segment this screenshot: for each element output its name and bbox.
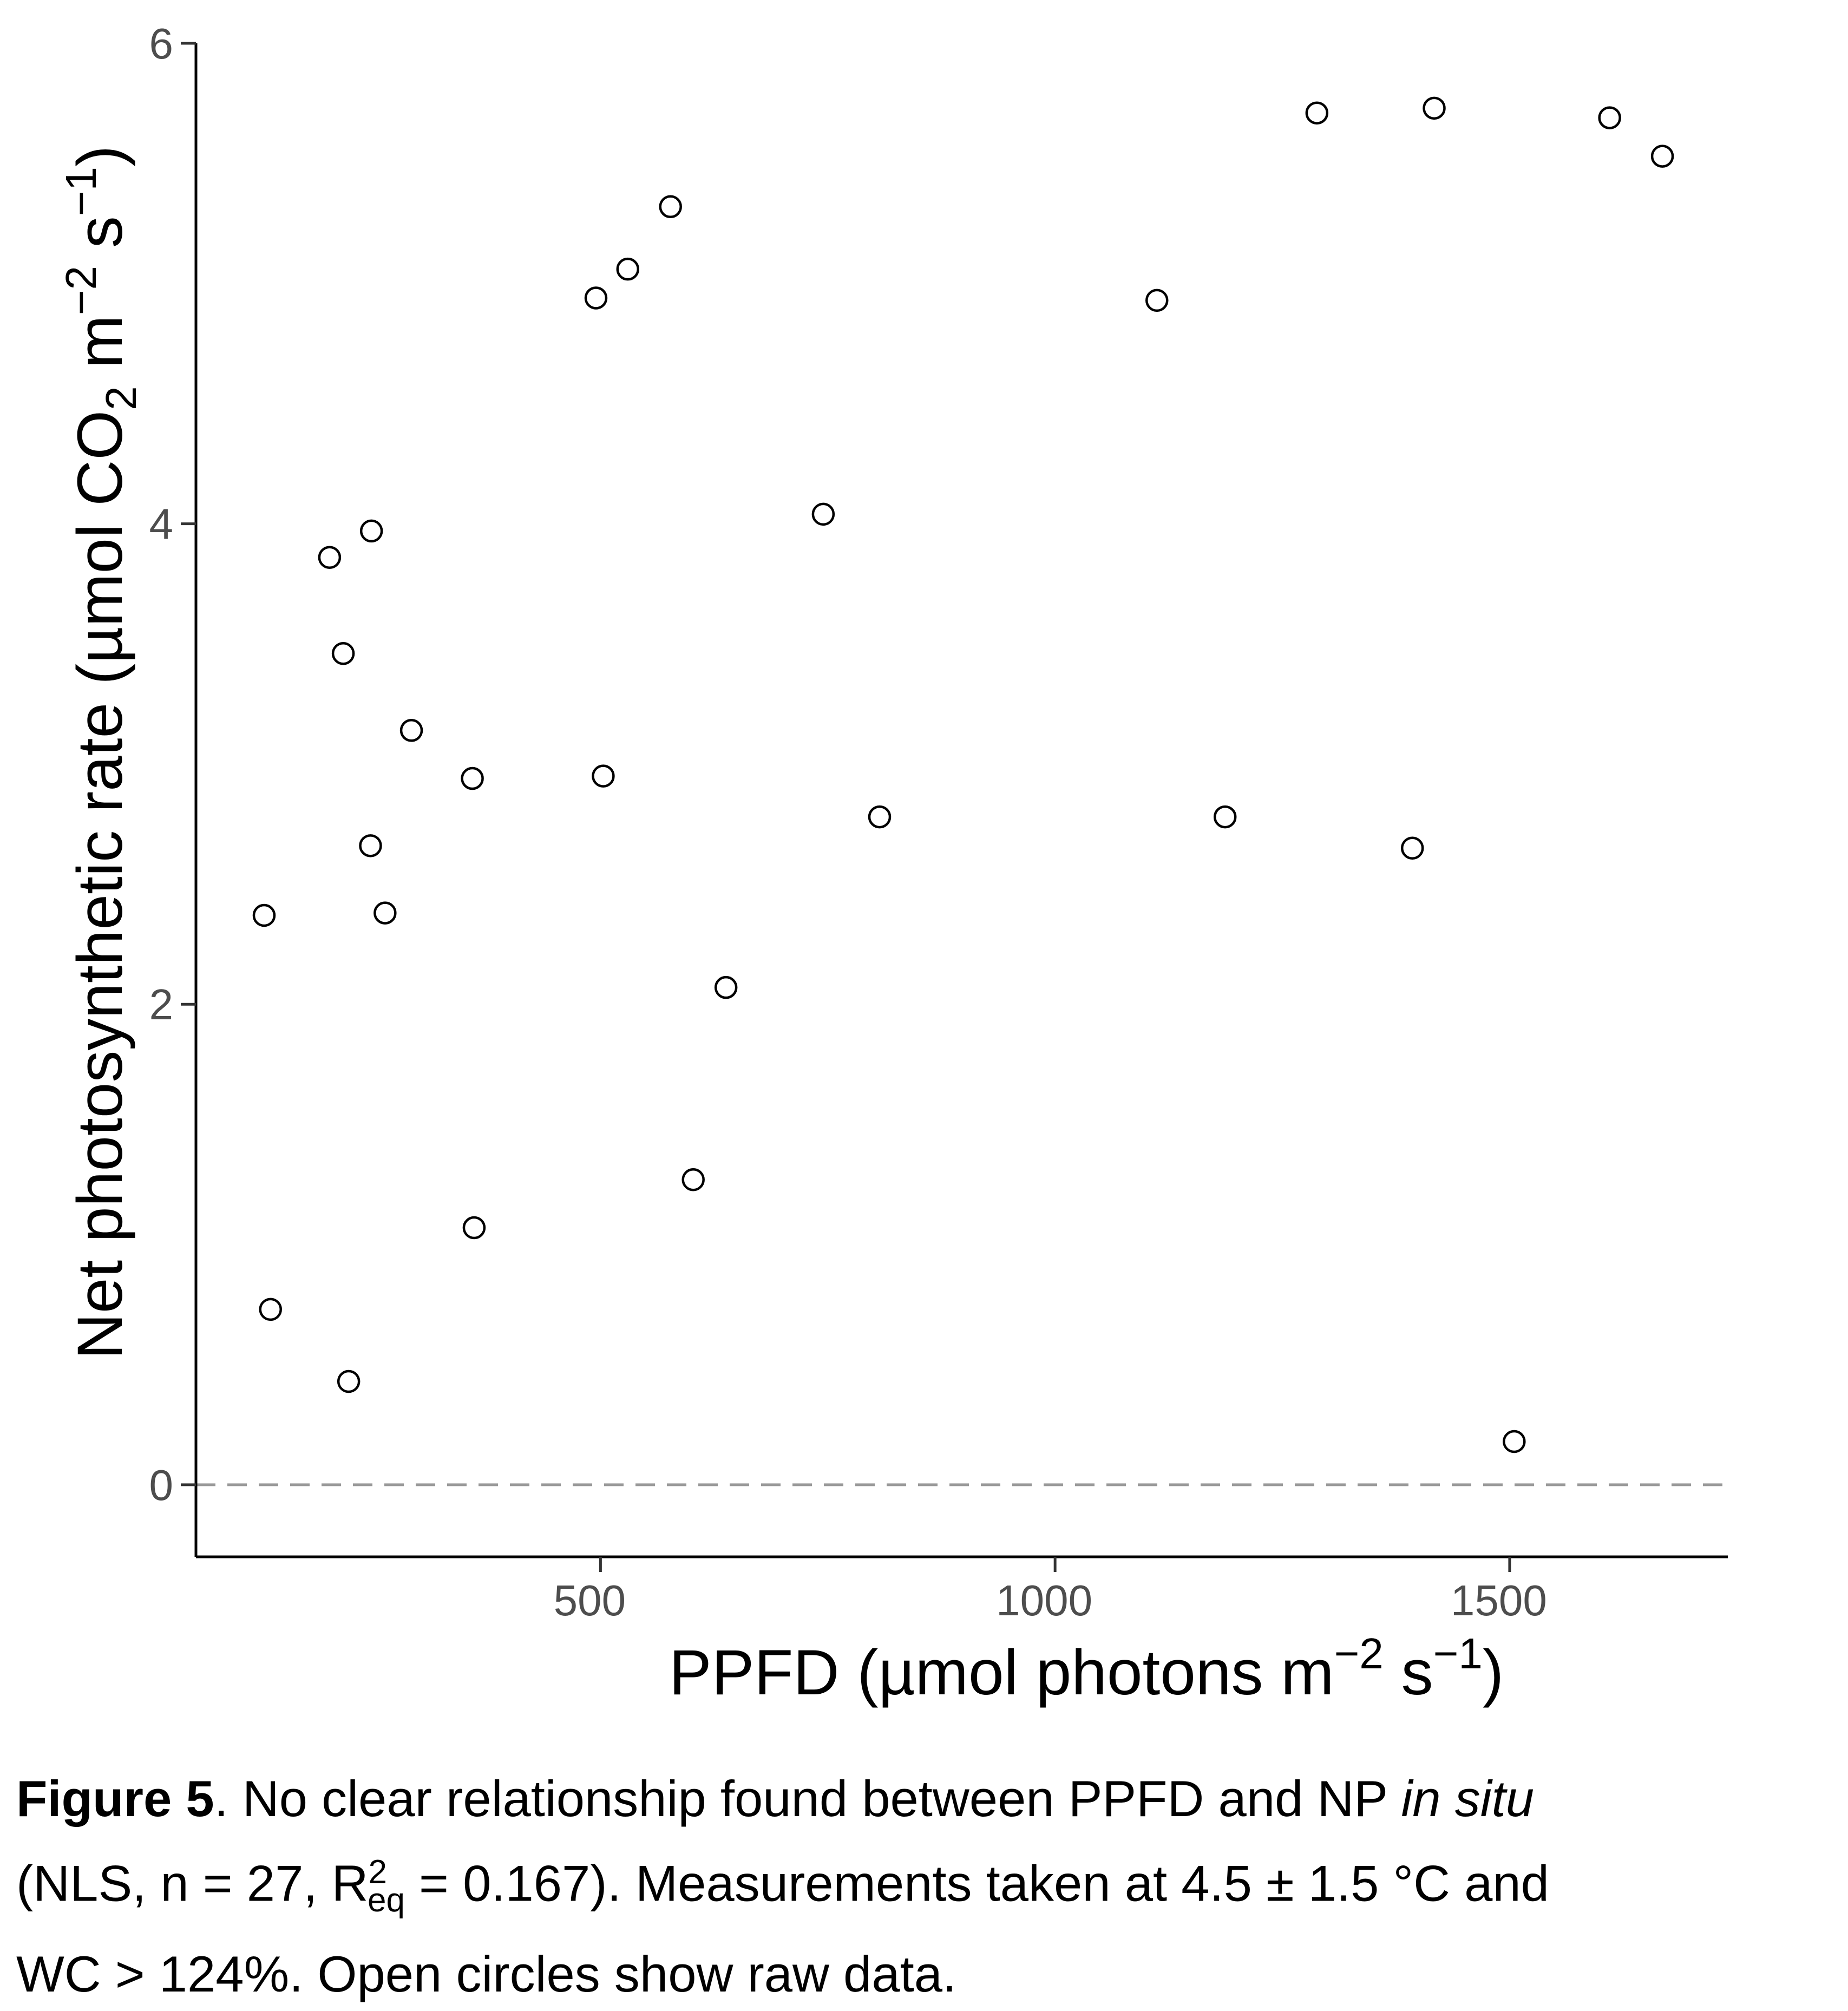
data-point-2: [259, 1298, 282, 1321]
ticks-layer: 0 2 4 6 500 1000 1500: [149, 19, 1547, 1624]
y-tick-label-4: 4: [149, 500, 174, 548]
data-point-11: [462, 1216, 486, 1240]
data-point-18: [811, 502, 835, 526]
data-point-6: [359, 519, 383, 543]
data-point-16: [681, 1168, 705, 1191]
caption-line-2: (NLS, n = 27, R2eq = 0.167). Measurement…: [16, 1853, 1549, 1920]
data-point-14: [616, 257, 640, 281]
data-point-12: [584, 286, 608, 310]
data-point-17: [714, 975, 738, 999]
data-point-4: [331, 642, 355, 665]
caption-line-3: WC > 124%. Open circles show raw data.: [16, 1946, 957, 2003]
data-point-8: [373, 901, 397, 925]
y-tick-label-0: 0: [149, 1461, 174, 1509]
data-point-20: [1145, 289, 1169, 312]
x-tick-label-1000: 1000: [996, 1576, 1092, 1624]
figure-caption: Figure 5. No clear relationship found be…: [16, 1762, 1835, 2011]
data-point-5: [337, 1370, 361, 1393]
axes-layer: [194, 43, 1728, 1558]
data-point-23: [1400, 836, 1424, 860]
data-point-26: [1598, 106, 1621, 129]
data-point-25: [1503, 1430, 1526, 1453]
data-point-13: [592, 764, 615, 788]
y-tick-label-6: 6: [149, 19, 174, 68]
data-point-3: [318, 546, 342, 569]
data-point-24: [1423, 96, 1446, 120]
x-axis-title: PPFD (µmol photons m−2 s−1): [669, 1629, 1504, 1708]
data-point-22: [1305, 101, 1329, 125]
y-tick-label-2: 2: [149, 980, 174, 1029]
x-tick-label-500: 500: [554, 1576, 626, 1624]
data-point-10: [461, 767, 484, 790]
caption-italic: in situ: [1401, 1770, 1535, 1827]
data-point-7: [359, 834, 382, 857]
x-tick-label-1500: 1500: [1451, 1576, 1547, 1624]
data-points: [252, 96, 1674, 1453]
scatter-plot: 0 2 4 6 500 1000 1500 PPFD (µmol photons m−2 s…: [57, 19, 1728, 1708]
caption-label: Figure 5: [16, 1770, 214, 1827]
y-axis-title: Net photosynthetic rate (µmol CO2 m−2 s−…: [57, 146, 145, 1360]
data-point-1: [252, 903, 276, 927]
data-point-27: [1650, 145, 1674, 168]
data-point-9: [399, 719, 423, 742]
caption-line-1: Figure 5. No clear relationship found be…: [16, 1770, 1535, 1827]
data-point-15: [659, 195, 682, 219]
data-point-21: [1213, 805, 1237, 829]
data-point-19: [868, 805, 892, 829]
